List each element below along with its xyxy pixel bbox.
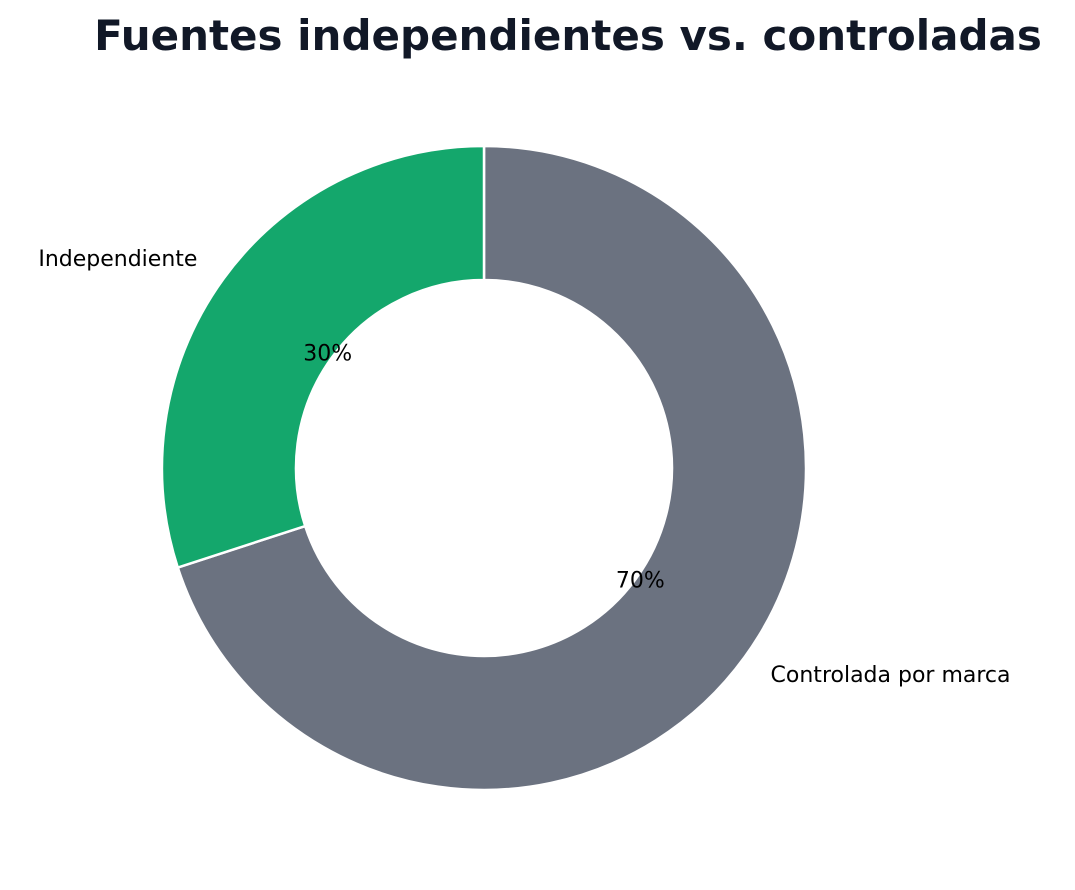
slice-controlada-por-marca [176, 144, 808, 792]
slice-independiente [160, 144, 486, 570]
percent-label: 70% [616, 569, 665, 594]
percent-label: 30% [303, 341, 352, 366]
category-label: Independiente [38, 247, 197, 272]
donut-labels: Controlada por marca 70% Independiente 30% [38, 247, 1010, 688]
category-label: Controlada por marca [771, 663, 1011, 688]
donut-slices [160, 144, 808, 792]
chart-title: Fuentes independientes vs. controladas [94, 11, 1042, 60]
